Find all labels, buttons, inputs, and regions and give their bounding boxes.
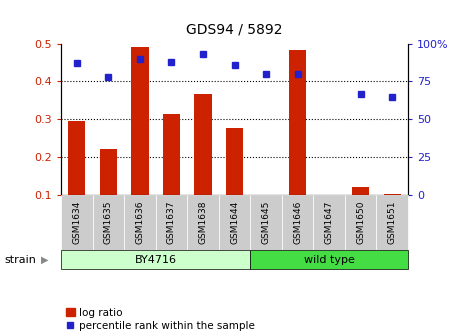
Text: GSM1651: GSM1651 — [388, 201, 397, 244]
Text: strain: strain — [5, 255, 37, 264]
Text: GSM1647: GSM1647 — [325, 201, 333, 244]
Text: BY4716: BY4716 — [135, 255, 177, 264]
Bar — [163, 114, 180, 195]
Bar — [289, 50, 306, 195]
Bar — [226, 128, 243, 195]
Text: GDS94 / 5892: GDS94 / 5892 — [186, 23, 283, 37]
Bar — [194, 94, 212, 195]
Bar — [352, 186, 370, 195]
Text: GSM1646: GSM1646 — [293, 201, 302, 244]
Text: GSM1634: GSM1634 — [72, 201, 81, 244]
Text: GSM1650: GSM1650 — [356, 201, 365, 244]
Bar — [131, 47, 149, 195]
Text: GSM1644: GSM1644 — [230, 201, 239, 244]
Text: GSM1637: GSM1637 — [167, 201, 176, 244]
Text: wild type: wild type — [304, 255, 355, 264]
Legend: log ratio, percentile rank within the sample: log ratio, percentile rank within the sa… — [66, 308, 255, 331]
Text: ▶: ▶ — [41, 255, 48, 264]
Bar — [384, 194, 401, 195]
Bar — [99, 149, 117, 195]
Bar — [68, 121, 85, 195]
Text: GSM1636: GSM1636 — [136, 201, 144, 244]
Text: GSM1635: GSM1635 — [104, 201, 113, 244]
Text: GSM1645: GSM1645 — [262, 201, 271, 244]
Text: GSM1638: GSM1638 — [198, 201, 207, 244]
